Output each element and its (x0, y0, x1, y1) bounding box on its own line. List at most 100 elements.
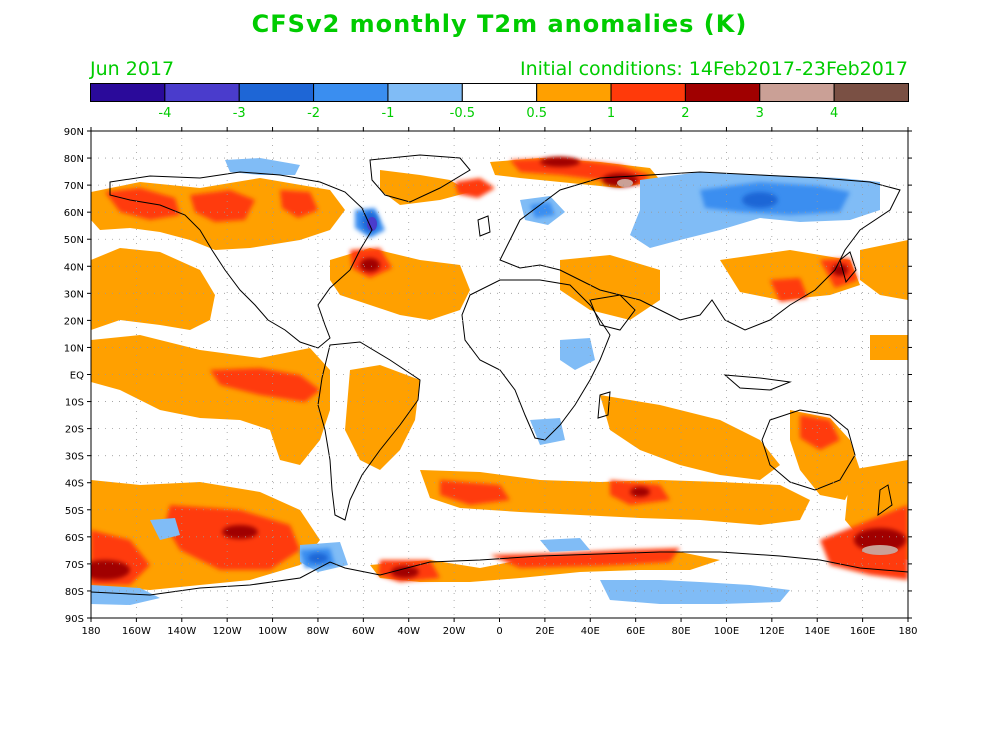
coast-new-zealand (877, 484, 893, 517)
colorbar-label: -4 (158, 106, 171, 121)
latitude-axis: 90N 80N 70N 60N 50N 40N 30N 20N 10N EQ 10S 20S 30S 40… (64, 127, 912, 625)
shade-antarctic-cold-a (540, 538, 590, 552)
colorbar-label: 2 (681, 106, 689, 121)
shade-barents-extreme (617, 179, 633, 187)
lat-label: 90S (65, 614, 84, 625)
coast-north-america (109, 171, 373, 349)
colorbar-label: 1 (607, 106, 615, 121)
shade-tasman-extreme (862, 545, 898, 555)
lat-label: 50N (64, 235, 84, 246)
map-title: CFSv2 monthly T2m anomalies (K) (251, 10, 748, 38)
shade-atlantic-hot (360, 258, 380, 272)
coast-eurasia (499, 171, 901, 331)
colorbar-label: 0.5 (526, 106, 547, 121)
shade-labrador-coldest (367, 217, 377, 231)
lon-label: 60E (626, 626, 645, 637)
lat-label: 30S (65, 452, 84, 463)
shade-tropical-pacific (91, 335, 330, 465)
colorbar-label: -3 (233, 106, 246, 121)
shade-antarctic-cold-c (91, 585, 160, 605)
shade-tasman-hot (854, 528, 906, 552)
shade-indian-ocean (600, 395, 780, 480)
colorbar-label: -0.5 (450, 106, 475, 121)
lon-label: 140W (167, 626, 196, 637)
lon-label: 80W (307, 626, 330, 637)
colorbar-swatch (610, 83, 686, 102)
shade-middle-east (560, 255, 660, 320)
colorbar-swatch (90, 83, 166, 102)
coastlines (91, 154, 908, 596)
anomaly-shading (91, 157, 908, 605)
coast-arabia (589, 294, 636, 331)
lon-label: 180 (898, 626, 917, 637)
shade-pacific-south-hot (222, 525, 258, 539)
shade-south-pacific-cold (150, 518, 180, 540)
colorbar-swatch (387, 83, 463, 102)
longitude-axis: 180 160W 140W 120W 100W 80W 60W 40W 20W 0 20E 40E 60… (81, 127, 918, 637)
forecast-month: Jun 2017 (90, 58, 175, 80)
lat-label: 30N (64, 289, 84, 300)
lat-label: 20N (64, 316, 84, 327)
shade-north-pacific (91, 248, 215, 330)
colorbar-swatch (313, 83, 389, 102)
lat-label: 60S (65, 533, 84, 544)
lon-label: 20W (443, 626, 466, 637)
lon-label: 160E (850, 626, 875, 637)
lat-label: 70N (64, 181, 84, 192)
lat-label: 10S (65, 398, 84, 409)
shade-siberia-coldest (742, 192, 778, 208)
lon-label: 120E (759, 626, 784, 637)
shade-africa-cold (560, 338, 595, 370)
anomaly-map: 90N 80N 70N 60N 50N 40N 30N 20N 10N EQ 10S 20S 30S 40… (64, 127, 918, 637)
coast-greenland (369, 154, 471, 203)
shade-hudson-warm (280, 190, 318, 218)
lat-label: 80S (65, 587, 84, 598)
shade-greenland-cold (225, 158, 300, 175)
colorbar-label: -1 (381, 106, 394, 121)
lat-label: 90N (64, 127, 84, 138)
shade-southern-warm-b (440, 480, 510, 505)
colorbar-swatch (833, 83, 909, 102)
lon-label: 180 (81, 626, 100, 637)
lat-label: 80N (64, 154, 84, 165)
lon-label: 40E (581, 626, 600, 637)
lon-label: 120W (213, 626, 242, 637)
shade-south-atlantic (345, 365, 420, 470)
shade-china-warm (770, 278, 808, 302)
colorbar: -4 -3 -2 -1 -0.5 0.5 1 2 3 4 (90, 83, 909, 121)
lat-label: 70S (65, 560, 84, 571)
lon-label: 140E (805, 626, 830, 637)
lat-label: EQ (70, 371, 84, 382)
shade-canada-warm (190, 190, 255, 222)
colorbar-swatch (684, 83, 761, 102)
shade-barents-cold (530, 202, 555, 218)
colorbar-label: 4 (830, 106, 838, 121)
shade-antarctic-cold-b (600, 580, 790, 604)
lon-label: 0 (496, 626, 502, 637)
coast-antarctica (91, 551, 908, 596)
shade-australia-warm (800, 415, 840, 450)
colorbar-swatch (759, 83, 835, 102)
shade-indian-south-hot (630, 487, 650, 497)
lon-label: 60W (352, 626, 375, 637)
colorbar-label: 3 (756, 106, 764, 121)
coast-indonesia (723, 374, 792, 391)
colorbar-swatch (238, 83, 315, 102)
shade-eq-pacific-warm (210, 368, 320, 402)
coast-south-america (317, 341, 421, 521)
shade-southern-hot-a (91, 560, 130, 580)
initial-conditions: Initial conditions: 14Feb2017-23Feb2017 (520, 58, 908, 80)
lon-label: 160W (122, 626, 151, 637)
lon-label: 40W (397, 626, 420, 637)
shade-antarctic-hot (391, 566, 419, 578)
lon-label: 100E (714, 626, 739, 637)
colorbar-swatch (536, 83, 612, 102)
coast-australia (761, 409, 856, 491)
shade-arctic-siberia-hot (540, 157, 580, 167)
lon-label: 100W (258, 626, 287, 637)
lat-label: 10N (64, 343, 84, 354)
shade-atlantic-arctic (380, 170, 470, 205)
shade-west-pacific (860, 240, 908, 300)
colorbar-label: -2 (307, 106, 320, 121)
lat-label: 40N (64, 262, 84, 273)
